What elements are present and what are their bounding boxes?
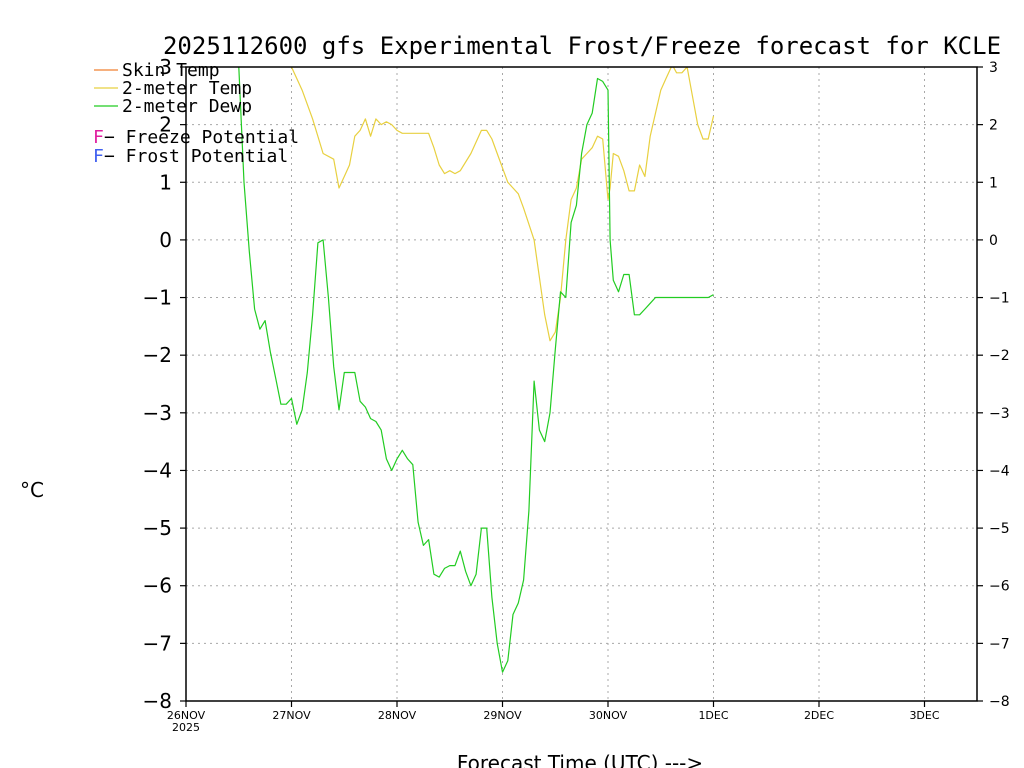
y-tick-label-left: −7 — [143, 631, 172, 655]
y-tick-label-left: −8 — [143, 689, 172, 713]
x-tick-label: 30NOV — [589, 709, 628, 722]
y-tick-label-left: 1 — [159, 170, 172, 194]
y-tick-label-right: 3 — [989, 60, 998, 76]
y-axis-ticks: 3 3 2 2 1 1 0 0 −1 −1 −2 −2 −3 −3 −4 −4 −5 −5 −6 −6 −7 −7 −8 −8 — [143, 55, 1010, 713]
x-tick-label: 3DEC — [909, 709, 939, 722]
annotation-text: − Freeze Potential — [104, 127, 299, 148]
legend-label: Skin Temp — [122, 60, 220, 81]
y-tick-label-right: −4 — [989, 463, 1010, 479]
y-tick-label-right: 2 — [989, 118, 998, 134]
series-line-2-meter-dewp — [238, 67, 714, 673]
x-tick-label: 1DEC — [698, 709, 728, 722]
annotation-text: − Frost Potential — [104, 146, 288, 167]
y-tick-label-left: −1 — [143, 286, 172, 310]
y-tick-label-right: −1 — [989, 291, 1010, 307]
x-axis-label: Forecast Time (UTC) ---> — [457, 751, 703, 768]
series-line-2-meter-temp — [290, 67, 715, 342]
y-tick-label-left: −3 — [143, 401, 172, 425]
y-tick-label-left: −2 — [143, 343, 172, 367]
y-tick-label-right: 0 — [989, 233, 998, 249]
y-tick-label-right: −5 — [989, 521, 1010, 537]
x-tick-label: 2DEC — [804, 709, 834, 722]
y-tick-label-left: 0 — [159, 228, 172, 252]
legend-label: 2-meter Temp — [122, 78, 252, 99]
y-tick-label-left: 2 — [159, 113, 172, 137]
chart-title: 2025112600 gfs Experimental Frost/Freeze… — [163, 32, 1001, 60]
x-tick-year-label: 2025 — [172, 721, 200, 734]
x-tick-label: 26NOV — [167, 709, 206, 722]
x-tick-label: 27NOV — [272, 709, 311, 722]
plot-frame — [185, 66, 978, 702]
x-tick-label: 29NOV — [483, 709, 522, 722]
y-tick-label-right: 1 — [989, 175, 998, 191]
y-tick-label-left: 3 — [159, 55, 172, 79]
y-tick-label-left: −6 — [143, 574, 172, 598]
legend-label: 2-meter Dewp — [122, 96, 252, 117]
y-tick-label-right: −8 — [989, 694, 1010, 710]
y-axis-label: °C — [20, 478, 44, 502]
y-tick-label-right: −6 — [989, 579, 1010, 595]
y-tick-label-left: −5 — [143, 516, 172, 540]
y-tick-label-right: −2 — [989, 348, 1010, 364]
y-tick-label-right: −3 — [989, 406, 1010, 422]
x-tick-label: 28NOV — [378, 709, 417, 722]
y-tick-label-right: −7 — [989, 636, 1010, 652]
annotation-symbol: F — [93, 146, 104, 167]
y-tick-label-left: −4 — [143, 458, 172, 482]
series-lines — [238, 67, 715, 673]
annotation-symbol: F — [93, 127, 104, 148]
